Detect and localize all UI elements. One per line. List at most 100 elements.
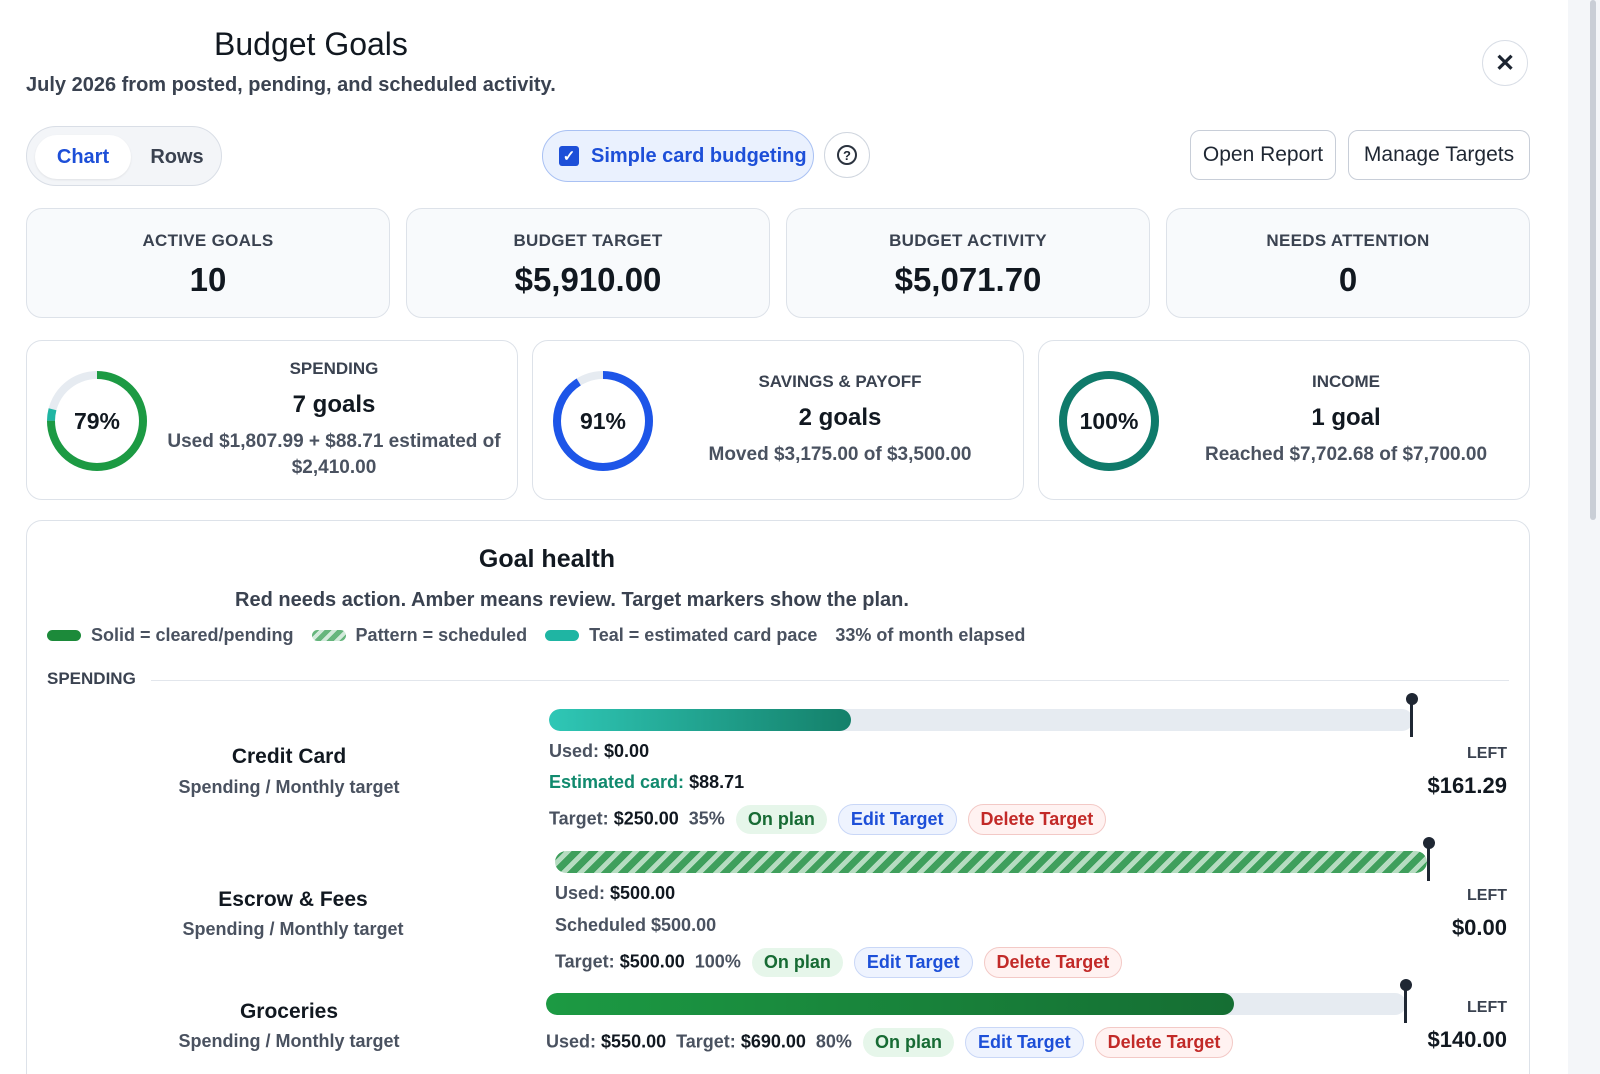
used-label: Used: [555,883,606,903]
delete-target-button[interactable]: Delete Target [983,947,1123,978]
section-label-spending: SPENDING [47,669,136,688]
legend-pattern: Pattern = scheduled [311,625,528,646]
goal-progress-fill [546,993,1234,1015]
category-label: SAVINGS & PAYOFF [758,372,922,391]
left-label: LEFT [1467,999,1507,1016]
goal-scheduled-line: Scheduled $500.00 [555,915,716,936]
goal-name: Credit Card [231,745,347,768]
goal-percent: 80% [815,1031,852,1052]
legend-solid: Solid = cleared/pending [47,625,294,646]
estimated-value: $88.71 [689,772,745,792]
stat-budget-target: BUDGET TARGET $5,910.00 [406,208,770,318]
left-value: $161.29 [1427,773,1507,798]
used-value: $550.00 [601,1031,667,1052]
used-label: Used: [549,741,600,761]
target-marker-dot [1406,693,1418,705]
legend-swatch-solid [47,630,81,641]
delete-target-button[interactable]: Delete Target [967,804,1107,835]
tab-chart[interactable]: Chart [35,135,131,179]
target-value: $500.00 [619,951,685,972]
view-toggle: Chart Rows [26,126,222,186]
scrollbar[interactable] [1590,0,1596,520]
goal-type: Spending / Monthly target [182,919,404,939]
goal-health-title: Goal health [478,545,616,573]
scheduled-value: Scheduled $500.00 [555,915,717,935]
simple-card-budgeting-toggle[interactable]: ✓ Simple card budgeting [542,130,814,182]
tab-rows[interactable]: Rows [150,145,204,168]
dialog-title: Budget Goals [214,26,408,62]
dialog-subtitle: July 2026 from posted, pending, and sche… [26,74,556,96]
left-label: LEFT [1467,887,1507,904]
goal-progress-bar [549,709,1413,731]
target-marker [1404,983,1407,1023]
edit-target-button[interactable]: Edit Target [837,804,957,835]
section-divider [151,680,1509,681]
goal-name: Escrow & Fees [218,888,368,911]
goal-estimated-line: Estimated card: $88.71 [549,772,744,793]
stat-value: $5,910.00 [514,261,662,298]
used-label: Used: [546,1031,597,1052]
category-count: 2 goals [798,404,882,431]
help-button[interactable]: ? [824,132,870,178]
ring-percent: 100% [1079,407,1139,434]
stat-value: $5,071.70 [894,261,1042,298]
stat-label: NEEDS ATTENTION [1266,231,1430,250]
goal-progress-bar [555,851,1427,873]
category-card-income: 100% INCOME 1 goal Reached $7,702.68 of … [1038,340,1530,500]
target-label: Target: [676,1031,736,1052]
open-report-button[interactable]: Open Report [1190,130,1336,180]
legend-label: Pattern = scheduled [355,625,528,645]
question-icon: ? [837,145,857,165]
legend-swatch-teal [545,630,580,641]
legend-elapsed: 33% of month elapsed [835,625,1025,646]
category-card-savings-payoff: 91% SAVINGS & PAYOFF 2 goals Moved $3,17… [532,340,1024,500]
status-badge: On plan [735,805,827,834]
delete-target-button[interactable]: Delete Target [1094,1027,1234,1058]
category-detail: Moved $3,175.00 of $3,500.00 [708,444,972,465]
goal-target-line: Target: $500.00 100% On plan Edit Target… [555,947,1123,978]
goal-progress-fill [555,851,1427,873]
simple-card-budgeting-label: Simple card budgeting [591,144,807,167]
goal-progress-bar [546,993,1406,1015]
used-value: $0.00 [604,741,650,761]
target-label: Target: [555,951,615,972]
goal-percent: 35% [688,808,725,829]
target-value: $250.00 [613,808,679,829]
goal-health-legend: Solid = cleared/pending Pattern = schedu… [47,625,1043,646]
legend-label: 33% of month elapsed [835,625,1026,645]
estimated-label: Estimated card: [549,772,685,792]
stat-budget-activity: BUDGET ACTIVITY $5,071.70 [786,208,1150,318]
goal-target-line: Used: $550.00 Target: $690.00 80% On pla… [546,1027,1234,1058]
category-count: 1 goal [1311,404,1381,431]
manage-targets-button[interactable]: Manage Targets [1348,130,1530,180]
category-detail: Used $1,807.99 + $88.71 estimated of $2,… [167,431,501,478]
edit-target-button[interactable]: Edit Target [964,1027,1084,1058]
left-label: LEFT [1467,745,1507,762]
ring-percent: 79% [73,407,121,434]
left-value: $0.00 [1451,915,1507,940]
category-label: INCOME [1312,372,1380,391]
goal-name: Groceries [239,1000,339,1023]
close-button[interactable]: ✕ [1482,40,1528,86]
category-count: 7 goals [292,391,376,418]
goal-used-line: Used: $0.00 [549,741,649,762]
edit-target-button[interactable]: Edit Target [853,947,973,978]
legend-label: Teal = estimated card pace [589,625,818,645]
legend-teal: Teal = estimated card pace [545,625,817,646]
target-marker-dot [1400,979,1412,991]
category-card-spending: 79% SPENDING 7 goals Used $1,807.99 + $8… [26,340,518,500]
stat-label: BUDGET TARGET [513,231,663,250]
stat-value: 10 [189,261,227,298]
progress-ring-savings: 91% [549,367,657,475]
used-value: $500.00 [610,883,676,903]
progress-ring-income: 100% [1055,367,1163,475]
category-info: SPENDING 7 goals Used $1,807.99 + $88.71… [163,359,505,481]
legend-swatch-pattern [311,630,346,641]
goal-used-line: Used: $500.00 [555,883,675,904]
goal-health-card: Goal health Red needs action. Amber mean… [26,520,1530,1074]
goal-percent: 100% [694,951,741,972]
checkbox-checked-icon[interactable]: ✓ [559,146,579,166]
stat-label: ACTIVE GOALS [142,231,274,250]
goal-target-line: Target: $250.00 35% On plan Edit Target … [549,804,1107,835]
